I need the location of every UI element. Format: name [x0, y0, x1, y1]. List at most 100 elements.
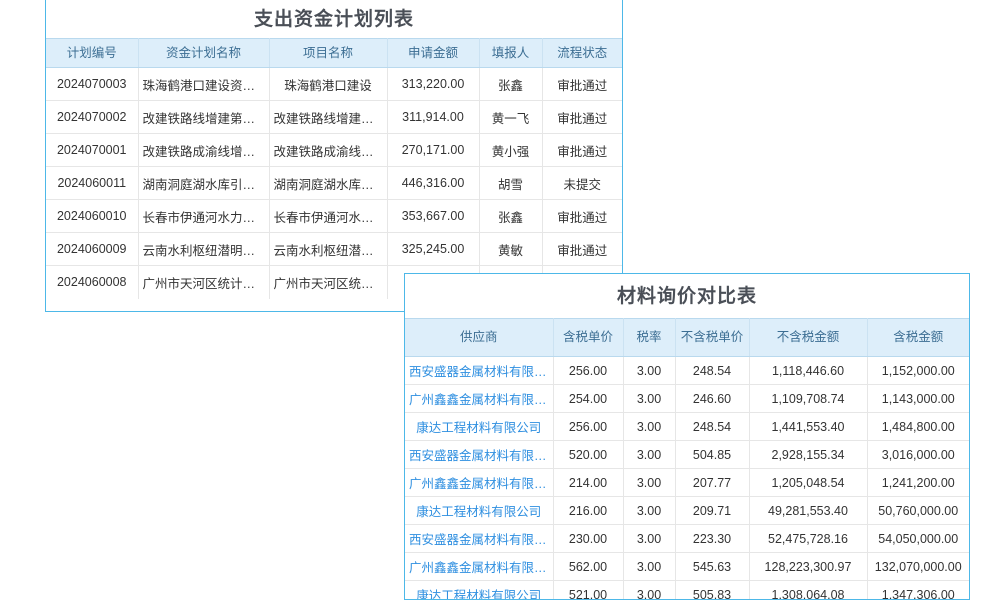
cell-tax-rate: 3.00 — [623, 356, 676, 385]
cell-amount-tax: 50,760,000.00 — [867, 496, 969, 525]
status-badge: 未提交 — [542, 166, 622, 200]
cell-amount: 311,914.00 — [387, 100, 480, 134]
cell-tax-rate: 3.00 — [623, 440, 676, 469]
cell-supplier[interactable]: 康达工程材料有限公司 — [405, 580, 554, 599]
table-row[interactable]: 康达工程材料有限公司 256.00 3.00 248.54 1,441,553.… — [405, 412, 969, 441]
cell-plan-no[interactable]: 2024060009 — [46, 232, 139, 266]
cell-unit-price-tax: 521.00 — [553, 580, 624, 599]
table-row[interactable]: 广州鑫鑫金属材料有限公司 562.00 3.00 545.63 128,223,… — [405, 552, 969, 581]
cell-unit-price-tax: 214.00 — [553, 468, 624, 497]
cell-unit-price-notax: 223.30 — [675, 524, 750, 553]
cell-reporter: 张鑫 — [479, 199, 543, 233]
cell-amount-tax: 1,241,200.00 — [867, 468, 969, 497]
table-row[interactable]: 西安盛器金属材料有限公司 256.00 3.00 248.54 1,118,44… — [405, 356, 969, 385]
table-row[interactable]: 西安盛器金属材料有限公司 230.00 3.00 223.30 52,475,7… — [405, 524, 969, 553]
cell-amount-tax: 1,152,000.00 — [867, 356, 969, 385]
cell-amount-tax: 1,484,800.00 — [867, 412, 969, 441]
cell-tax-rate: 3.00 — [623, 384, 676, 413]
cell-supplier[interactable]: 康达工程材料有限公司 — [405, 412, 554, 441]
col-header-unit-price-tax[interactable]: 含税单价 — [553, 318, 624, 357]
cell-supplier[interactable]: 广州鑫鑫金属材料有限公司 — [405, 468, 554, 497]
col-header-unit-price-notax[interactable]: 不含税单价 — [675, 318, 750, 357]
cell-plan-name[interactable]: 广州市天河区统计局… — [138, 265, 270, 299]
col-header-tax-rate[interactable]: 税率 — [623, 318, 676, 357]
status-badge: 审批通过 — [542, 100, 622, 134]
cell-amount-notax: 2,928,155.34 — [749, 440, 868, 469]
material-quote-title: 材料询价对比表 — [405, 274, 969, 318]
col-header-amount[interactable]: 申请金额 — [387, 38, 480, 68]
expense-plan-table-wrap: 计划编号 资金计划名称 项目名称 申请金额 填报人 流程状态 202407000… — [46, 38, 622, 311]
cell-supplier[interactable]: 西安盛器金属材料有限公司 — [405, 356, 554, 385]
cell-project-name[interactable]: 长春市伊通河水力… — [269, 199, 388, 233]
cell-project-name[interactable]: 广州市天河区统计… — [269, 265, 388, 299]
cell-plan-name[interactable]: 云南水利枢纽潜明水… — [138, 232, 270, 266]
material-quote-table-wrap: 供应商 含税单价 税率 不含税单价 不含税金额 含税金额 西安盛器金属材料有限公… — [405, 318, 969, 599]
cell-amount: 313,220.00 — [387, 67, 480, 101]
cell-amount-notax: 52,475,728.16 — [749, 524, 868, 553]
table-row[interactable]: 2024060010 长春市伊通河水力发… 长春市伊通河水力… 353,667.… — [46, 199, 622, 233]
cell-amount-notax: 1,308,064.08 — [749, 580, 868, 599]
cell-amount-notax: 1,441,553.40 — [749, 412, 868, 441]
cell-supplier[interactable]: 康达工程材料有限公司 — [405, 496, 554, 525]
cell-supplier[interactable]: 广州鑫鑫金属材料有限公司 — [405, 552, 554, 581]
col-header-reporter[interactable]: 填报人 — [479, 38, 543, 68]
table-row[interactable]: 2024070002 改建铁路线增建第二… 改建铁路线增建第… 311,914.… — [46, 100, 622, 134]
status-badge: 审批通过 — [542, 232, 622, 266]
material-quote-header-row: 供应商 含税单价 税率 不含税单价 不含税金额 含税金额 — [405, 318, 969, 357]
table-row[interactable]: 康达工程材料有限公司 216.00 3.00 209.71 49,281,553… — [405, 496, 969, 525]
table-row[interactable]: 康达工程材料有限公司 521.00 3.00 505.83 1,308,064.… — [405, 580, 969, 599]
table-row[interactable]: 2024070003 珠海鹤港口建设资金… 珠海鹤港口建设 313,220.00… — [46, 67, 622, 101]
cell-project-name[interactable]: 改建铁路线增建第… — [269, 100, 388, 134]
col-header-status[interactable]: 流程状态 — [542, 38, 622, 68]
cell-plan-name[interactable]: 珠海鹤港口建设资金… — [138, 67, 270, 101]
table-row[interactable]: 西安盛器金属材料有限公司 520.00 3.00 504.85 2,928,15… — [405, 440, 969, 469]
status-badge: 审批通过 — [542, 199, 622, 233]
cell-project-name[interactable]: 改建铁路成渝线增… — [269, 133, 388, 167]
cell-amount: 325,245.00 — [387, 232, 480, 266]
cell-plan-no[interactable]: 2024070003 — [46, 67, 139, 101]
col-header-amount-notax[interactable]: 不含税金额 — [749, 318, 868, 357]
material-quote-body: 西安盛器金属材料有限公司 256.00 3.00 248.54 1,118,44… — [405, 356, 969, 599]
table-row[interactable]: 广州鑫鑫金属材料有限公司 214.00 3.00 207.77 1,205,04… — [405, 468, 969, 497]
col-header-plan-no[interactable]: 计划编号 — [46, 38, 139, 68]
cell-unit-price-notax: 207.77 — [675, 468, 750, 497]
cell-supplier[interactable]: 广州鑫鑫金属材料有限公司 — [405, 384, 554, 413]
col-header-plan-name[interactable]: 资金计划名称 — [138, 38, 270, 68]
table-row[interactable]: 2024070001 改建铁路成渝线增建… 改建铁路成渝线增… 270,171.… — [46, 133, 622, 167]
cell-reporter: 张鑫 — [479, 67, 543, 101]
cell-tax-rate: 3.00 — [623, 412, 676, 441]
cell-plan-no[interactable]: 2024060011 — [46, 166, 139, 200]
table-row[interactable]: 2024060009 云南水利枢纽潜明水… 云南水利枢纽潜明… 325,245.… — [46, 232, 622, 266]
material-quote-panel: 材料询价对比表 供应商 含税单价 税率 不含税单价 — [404, 273, 970, 600]
cell-plan-name[interactable]: 改建铁路成渝线增建… — [138, 133, 270, 167]
cell-tax-rate: 3.00 — [623, 552, 676, 581]
cell-unit-price-notax: 209.71 — [675, 496, 750, 525]
cell-unit-price-tax: 230.00 — [553, 524, 624, 553]
table-row[interactable]: 广州鑫鑫金属材料有限公司 254.00 3.00 246.60 1,109,70… — [405, 384, 969, 413]
cell-project-name[interactable]: 湖南洞庭湖水库引… — [269, 166, 388, 200]
cell-supplier[interactable]: 西安盛器金属材料有限公司 — [405, 440, 554, 469]
expense-plan-title: 支出资金计划列表 — [46, 0, 622, 38]
cell-supplier[interactable]: 西安盛器金属材料有限公司 — [405, 524, 554, 553]
cell-amount: 446,316.00 — [387, 166, 480, 200]
cell-plan-name[interactable]: 长春市伊通河水力发… — [138, 199, 270, 233]
cell-plan-no[interactable]: 2024070001 — [46, 133, 139, 167]
cell-plan-no[interactable]: 2024060008 — [46, 265, 139, 299]
cell-amount-tax: 1,347,306.00 — [881, 587, 955, 599]
cell-unit-price-notax: 505.83 — [675, 580, 750, 599]
cell-unit-price-notax: 246.60 — [675, 384, 750, 413]
cell-project-name[interactable]: 珠海鹤港口建设 — [269, 67, 388, 101]
cell-reporter: 黄小强 — [479, 133, 543, 167]
col-header-project-name[interactable]: 项目名称 — [269, 38, 388, 68]
cell-plan-name[interactable]: 改建铁路线增建第二… — [138, 100, 270, 134]
expense-plan-body: 2024070003 珠海鹤港口建设资金… 珠海鹤港口建设 313,220.00… — [46, 67, 622, 299]
col-header-supplier[interactable]: 供应商 — [405, 318, 554, 357]
cell-plan-name[interactable]: 湖南洞庭湖水库引水… — [138, 166, 270, 200]
cell-project-name[interactable]: 云南水利枢纽潜明… — [269, 232, 388, 266]
table-row[interactable]: 2024060011 湖南洞庭湖水库引水… 湖南洞庭湖水库引… 446,316.… — [46, 166, 622, 200]
cell-plan-no[interactable]: 2024070002 — [46, 100, 139, 134]
cell-amount: 353,667.00 — [387, 199, 480, 233]
cell-unit-price-notax: 504.85 — [675, 440, 750, 469]
col-header-amount-tax[interactable]: 含税金额 — [867, 318, 969, 357]
cell-plan-no[interactable]: 2024060010 — [46, 199, 139, 233]
